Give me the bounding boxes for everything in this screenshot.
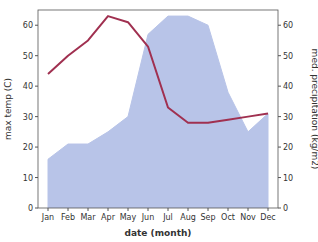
x-axis-label: date (month)	[125, 228, 192, 238]
y2-tick-label: 0	[283, 204, 288, 213]
x-tick-label: Oct	[221, 213, 235, 222]
y2-tick	[278, 177, 281, 178]
plot-area	[48, 16, 268, 208]
y-tick-label: 60	[23, 21, 33, 30]
y2-tick	[278, 25, 281, 26]
x-tick-label: May	[120, 213, 137, 222]
x-tick	[48, 208, 49, 211]
y-tick	[35, 55, 38, 56]
x-tick	[268, 208, 269, 211]
y-tick	[35, 177, 38, 178]
x-tick-label: Dec	[260, 213, 275, 222]
chart: Jan Feb Mar Apr May Jun Jul Aug Sep Oct Nov Dec 0 10 2…	[0, 0, 318, 242]
x-tick-label: Jan	[41, 213, 54, 222]
y2-tick	[278, 86, 281, 87]
page: {"chart_data": {"type": "line", "x_label…	[0, 0, 318, 242]
x-tick	[128, 208, 129, 211]
plot-frame	[38, 10, 278, 208]
y-axis-label: max temp (C)	[3, 78, 13, 140]
y2-tick-label: 10	[283, 174, 293, 183]
y-tick	[35, 116, 38, 117]
x-tick	[148, 208, 149, 211]
y2-tick-label: 30	[283, 113, 293, 122]
precipitation-area	[48, 16, 268, 208]
y-tick-label: 30	[23, 113, 33, 122]
x-tick	[108, 208, 109, 211]
x-tick-label: Feb	[61, 213, 75, 222]
y-tick	[35, 208, 38, 209]
x-tick-label: Apr	[101, 213, 116, 222]
y2-tick-label: 50	[283, 52, 293, 61]
x-tick-label: Jun	[141, 213, 155, 222]
y2-tick-label: 60	[283, 21, 293, 30]
x-tick-label: Nov	[240, 213, 256, 222]
x-tick-label: Sep	[200, 213, 215, 222]
y-tick	[35, 147, 38, 148]
x-tick-label: Jul	[162, 213, 173, 222]
y2-tick	[278, 208, 281, 209]
y-tick-label: 50	[23, 52, 33, 61]
y-tick	[35, 86, 38, 87]
x-tick	[68, 208, 69, 211]
y2-tick	[278, 116, 281, 117]
x-tick	[168, 208, 169, 211]
y2-tick	[278, 147, 281, 148]
y-tick-label: 0	[28, 204, 33, 213]
x-tick	[188, 208, 189, 211]
x-tick-label: Aug	[180, 213, 196, 222]
x-tick	[248, 208, 249, 211]
x-tick	[88, 208, 89, 211]
x-tick	[208, 208, 209, 211]
y-tick-label: 10	[23, 174, 33, 183]
y2-tick	[278, 55, 281, 56]
y2-tick-label: 40	[283, 82, 293, 91]
x-tick	[228, 208, 229, 211]
y2-tick-label: 20	[283, 143, 293, 152]
y2-axis-label: med. precipitation (kg/m2)	[310, 49, 318, 170]
y-tick-label: 20	[23, 143, 33, 152]
temperature-line	[48, 16, 268, 123]
x-tick-label: Mar	[80, 213, 96, 222]
y-tick-label: 40	[23, 82, 33, 91]
y-tick	[35, 25, 38, 26]
